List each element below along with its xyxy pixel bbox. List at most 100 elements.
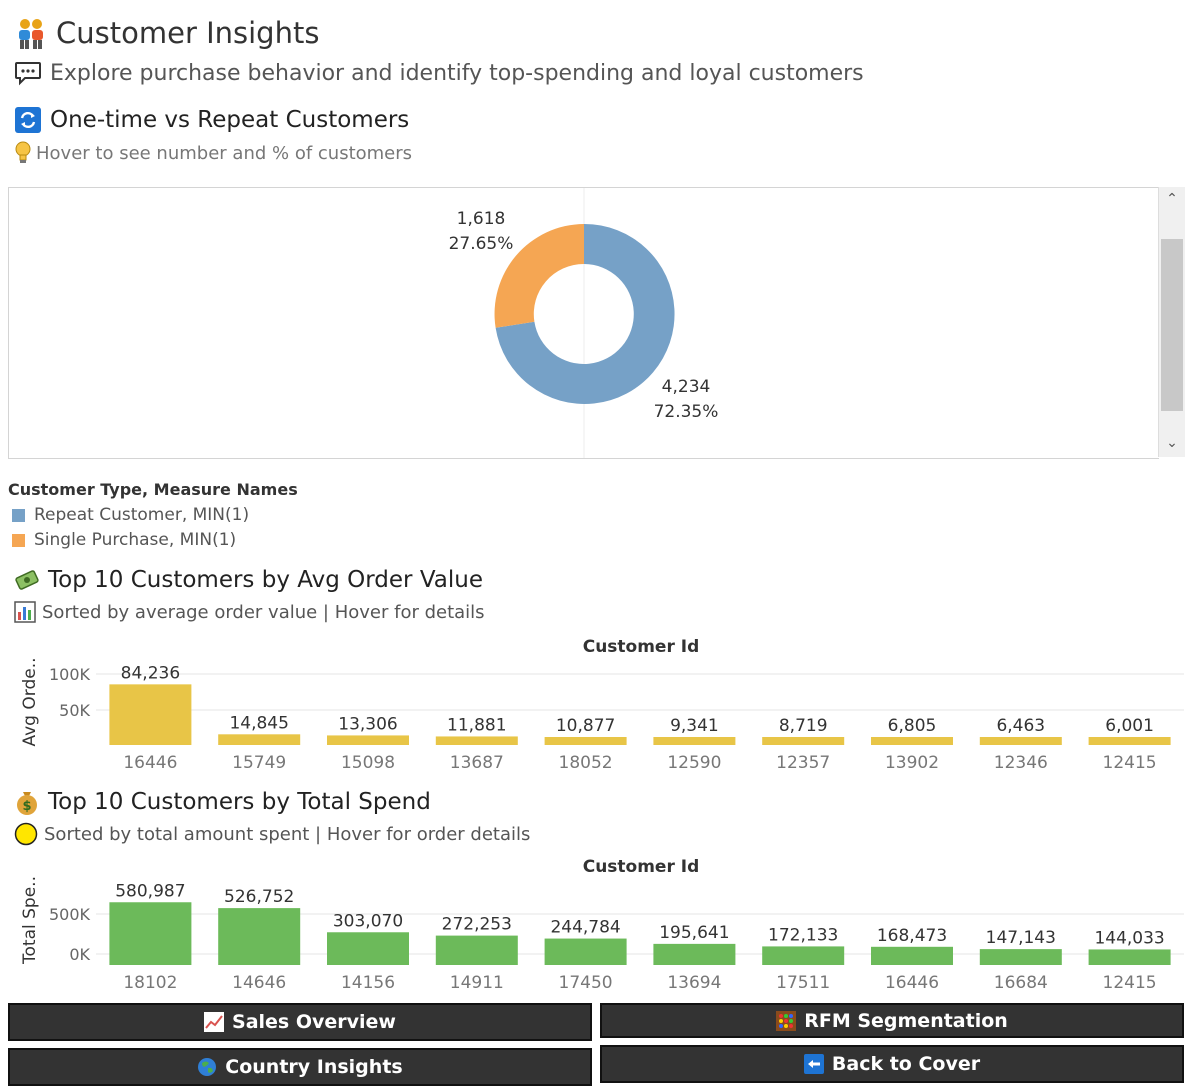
x-tick-label: 12346 — [994, 753, 1048, 773]
bar[interactable] — [1088, 737, 1171, 745]
bar-value-label: 11,881 — [447, 715, 506, 735]
page-title: Customer Insights — [14, 16, 319, 50]
lightbulb-icon — [14, 141, 32, 165]
bar-value-label: 84,236 — [121, 663, 180, 683]
legend-swatch-repeat — [12, 508, 25, 522]
money-bag-icon: $ — [14, 788, 40, 816]
bar[interactable] — [218, 734, 301, 745]
bar[interactable] — [1088, 949, 1171, 965]
country-insights-button[interactable]: Country Insights — [8, 1048, 592, 1086]
bar-value-label: 8,719 — [779, 716, 828, 736]
donut-section-title-text: One-time vs Repeat Customers — [50, 107, 410, 133]
x-tick-label: 14646 — [232, 973, 286, 993]
bar[interactable] — [871, 946, 953, 965]
x-tick-label: 15749 — [232, 753, 286, 773]
y-tick-label: 500K — [49, 905, 91, 924]
bar[interactable] — [762, 737, 845, 745]
bar-value-label: 144,033 — [1094, 928, 1164, 948]
bar-value-label: 580,987 — [115, 881, 185, 901]
bar-value-label: 6,805 — [888, 716, 937, 736]
sales-overview-label: Sales Overview — [232, 1011, 396, 1033]
chart-increasing-icon — [204, 1012, 225, 1032]
avg-order-bar-chart[interactable]: Customer Id Avg Orde.. 100K 50K 84,236 16446 1… — [0, 630, 1198, 780]
rfm-segmentation-label: RFM Segmentation — [804, 1009, 1008, 1032]
single-pct-label: 27.65% — [449, 234, 514, 254]
speech-bubble-icon — [14, 60, 42, 86]
bar[interactable] — [109, 684, 192, 745]
scroll-thumb[interactable] — [1161, 239, 1183, 411]
bar-value-label: 6,463 — [996, 716, 1045, 736]
bar[interactable] — [435, 935, 518, 965]
x-tick-label: 13687 — [450, 753, 504, 773]
scroll-up-icon[interactable]: ⌃ — [1166, 191, 1178, 207]
bar-value-label: 147,143 — [986, 928, 1056, 948]
bar[interactable] — [327, 932, 409, 965]
legend-item-repeat[interactable]: Repeat Customer, MIN(1) — [12, 505, 249, 525]
x-tick-label: 12415 — [1103, 973, 1157, 993]
spend-section-hint: Sorted by total amount spent | Hover for… — [14, 822, 530, 846]
avg_section-y-label: Avg Orde.. — [20, 657, 40, 746]
spend_section-y-label: Total Spe.. — [20, 876, 40, 965]
bar-value-label: 526,752 — [224, 887, 294, 907]
bar-value-label: 14,845 — [229, 713, 288, 733]
bar-value-label: 195,641 — [659, 923, 729, 943]
y-tick-label: 100K — [49, 665, 91, 684]
donut-slice-single[interactable] — [494, 224, 584, 328]
bar[interactable] — [653, 737, 736, 745]
x-tick-label: 16446 — [123, 753, 177, 773]
donut-chart-panel[interactable]: 1,618 27.65% 4,234 72.35% — [8, 187, 1159, 459]
donut-scrollbar[interactable]: ⌃ ⌄ — [1158, 187, 1185, 457]
scroll-down-icon[interactable]: ⌄ — [1166, 435, 1178, 451]
x-tick-label: 12590 — [667, 753, 721, 773]
bar[interactable] — [109, 902, 192, 965]
avg_section-x-header: Customer Id — [583, 637, 700, 657]
page-subtitle: Explore purchase behavior and identify t… — [14, 60, 864, 86]
donut-slice-repeat[interactable] — [495, 223, 675, 404]
x-tick-label: 16684 — [994, 973, 1048, 993]
left-arrow-icon — [803, 1054, 824, 1074]
bar[interactable] — [544, 938, 627, 965]
bar-chart-icon — [14, 601, 36, 623]
country-insights-label: Country Insights — [225, 1056, 403, 1078]
sales-overview-button[interactable]: Sales Overview — [8, 1003, 592, 1041]
page-title-text: Customer Insights — [56, 16, 320, 50]
bar-value-label: 244,784 — [550, 918, 620, 938]
repeat-icon — [14, 106, 42, 134]
bar-value-label: 6,001 — [1105, 716, 1154, 736]
bar-value-label: 9,341 — [670, 716, 719, 736]
bar[interactable] — [653, 943, 736, 965]
y-tick-label: 0K — [69, 945, 90, 964]
bar-value-label: 10,877 — [556, 716, 615, 736]
spend-section-title-text: Top 10 Customers by Total Spend — [48, 789, 431, 815]
globe-icon — [197, 1057, 217, 1077]
bar[interactable] — [435, 736, 518, 745]
repeat-pct-label: 72.35% — [654, 402, 719, 422]
total-spend-bar-chart[interactable]: Customer Id Total Spe.. 500K 0K 580,987 18102… — [0, 850, 1198, 1000]
bar[interactable] — [327, 735, 409, 745]
x-tick-label: 16446 — [885, 973, 939, 993]
x-tick-label: 14911 — [450, 973, 504, 993]
bar[interactable] — [544, 737, 627, 745]
repeat-count-label: 4,234 — [662, 377, 711, 397]
donut-chart[interactable]: 1,618 27.65% 4,234 72.35% — [9, 188, 1159, 458]
rfm-segmentation-button[interactable]: RFM Segmentation — [600, 1003, 1184, 1038]
bar[interactable] — [979, 737, 1062, 745]
x-tick-label: 14156 — [341, 973, 395, 993]
x-tick-label: 13694 — [667, 973, 721, 993]
x-tick-label: 17511 — [776, 973, 830, 993]
legend-title: Customer Type, Measure Names — [8, 480, 298, 499]
bar[interactable] — [979, 949, 1062, 965]
x-tick-label: 12357 — [776, 753, 830, 773]
bar-value-label: 272,253 — [442, 915, 512, 935]
bar[interactable] — [762, 946, 845, 965]
bar-value-label: 168,473 — [877, 926, 947, 946]
back-to-cover-button[interactable]: Back to Cover — [600, 1045, 1184, 1083]
spend-section-hint-text: Sorted by total amount spent | Hover for… — [44, 823, 531, 845]
people-icon — [14, 16, 48, 50]
page-subtitle-text: Explore purchase behavior and identify t… — [50, 60, 864, 86]
single-count-label: 1,618 — [457, 209, 506, 229]
bar[interactable] — [871, 737, 953, 745]
legend-item-single[interactable]: Single Purchase, MIN(1) — [12, 530, 236, 550]
x-tick-label: 15098 — [341, 753, 395, 773]
bar[interactable] — [218, 908, 301, 965]
